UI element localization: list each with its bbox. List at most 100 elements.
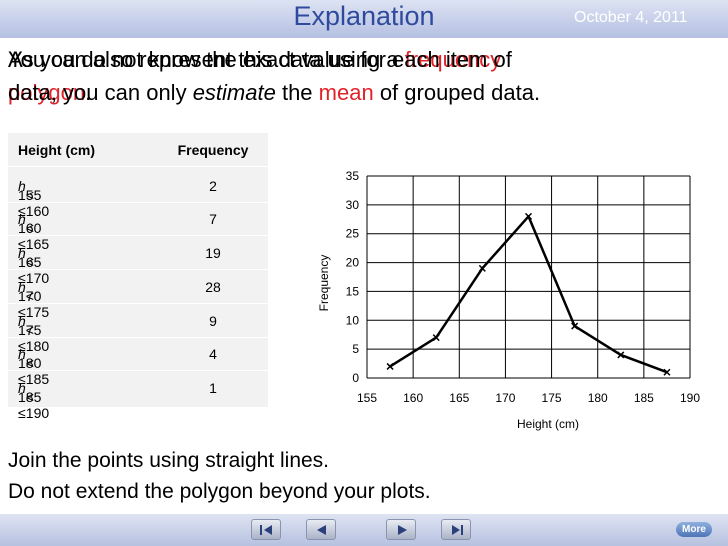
- overlay-text-b2c: of grouped data.: [373, 80, 541, 105]
- class-upper: < 175: [25, 288, 50, 320]
- x-tick-label: 180: [588, 391, 608, 405]
- frequency-value: 28: [205, 279, 221, 295]
- data-point-marker: [617, 351, 625, 359]
- class-interval: 185 ≤ h < 190: [18, 380, 49, 421]
- class-upper: < 160: [25, 187, 50, 219]
- class-var: h: [18, 313, 26, 329]
- skip-forward-icon: [452, 525, 463, 535]
- overlay-text-a1: You can also represent this data using a: [8, 47, 405, 72]
- y-tick-label: 15: [346, 284, 360, 298]
- class-var: h: [18, 245, 26, 261]
- data-point-marker: [478, 264, 486, 272]
- class-lower: 160 ≤: [18, 220, 42, 252]
- class-interval: 160 ≤ h < 165: [18, 211, 49, 252]
- table-row: 175 ≤ h < 180 9: [8, 304, 268, 354]
- overlay-text-b2a: data, you can only: [8, 80, 193, 105]
- y-tick-label: 20: [346, 256, 360, 270]
- overlay-text-line-2: polygon.: [8, 79, 91, 106]
- y-tick-label: 35: [346, 169, 360, 183]
- data-point-marker: [432, 334, 440, 342]
- instruction-line-2: Do not extend the polygon beyond your pl…: [8, 480, 431, 503]
- overlay-text-a1-red: frequency: [404, 47, 502, 72]
- overlay-text-b2b: the: [275, 80, 319, 105]
- title-bar: [0, 0, 728, 38]
- arrow-right-icon: [398, 525, 407, 535]
- y-tick-label: 25: [346, 227, 360, 241]
- frequency-table: Height (cm) Frequency 155 ≤ h < 160 2 16…: [8, 133, 268, 421]
- y-tick-label: 30: [346, 198, 360, 212]
- x-tick-label: 155: [357, 391, 377, 405]
- y-tick-label: 5: [352, 342, 359, 356]
- chart-series: [386, 212, 671, 376]
- next-slide-button[interactable]: [386, 519, 416, 540]
- y-axis-label: Frequency: [317, 255, 331, 312]
- class-lower: 170 ≤: [18, 288, 42, 320]
- more-button[interactable]: More: [676, 522, 712, 537]
- table-row: 165 ≤ h < 170 19: [8, 236, 268, 286]
- class-upper: < 190: [25, 389, 50, 421]
- previous-slide-button[interactable]: [306, 519, 336, 540]
- class-upper: < 180: [25, 322, 50, 354]
- overlay-text-line-2b: data, you can only estimate the mean of …: [8, 79, 540, 106]
- data-point-marker: [524, 212, 533, 220]
- class-upper: < 170: [25, 254, 50, 286]
- table-header-row: Height (cm) Frequency: [8, 133, 268, 167]
- skip-back-icon: [260, 525, 272, 535]
- overlay-text-b2-red: mean: [318, 80, 374, 105]
- table-row: 155 ≤ h < 160 2: [8, 169, 268, 219]
- class-upper: < 165: [25, 220, 50, 252]
- header-height: Height (cm): [18, 142, 95, 158]
- navigation-bar: [0, 514, 728, 546]
- data-point-marker: [571, 322, 579, 330]
- class-lower: 185 ≤: [18, 389, 42, 421]
- class-var: h: [18, 178, 26, 194]
- table-row: 170 ≤ h < 175 28: [8, 270, 268, 320]
- x-tick-label: 160: [403, 391, 423, 405]
- class-var: h: [18, 279, 26, 295]
- class-interval: 170 ≤ h < 175: [18, 279, 49, 320]
- class-interval: 175 ≤ h < 180: [18, 313, 49, 354]
- overlay-text-a2-red: polygon: [8, 80, 86, 105]
- instruction-line-1: Join the points using straight lines.: [8, 449, 330, 472]
- class-var: h: [18, 346, 26, 362]
- overlay-text-line-1: You can also represent this data using a…: [8, 46, 501, 73]
- first-slide-button[interactable]: [251, 519, 281, 540]
- class-var: h: [18, 380, 26, 396]
- overlay-text-b1: As you do not know the exact value for e…: [8, 47, 512, 72]
- data-point-marker: [386, 362, 394, 370]
- slide-title: Explanation: [293, 1, 435, 31]
- class-interval: 155 ≤ h < 160: [18, 178, 49, 219]
- frequency-value: 19: [205, 245, 221, 261]
- overlay-text-b2-em: estimate: [192, 80, 276, 105]
- frequency-value: 1: [209, 380, 217, 396]
- overlay-text-line-1b: As you do not know the exact value for e…: [8, 46, 512, 73]
- frequency-value: 2: [209, 178, 217, 194]
- table-row: 180 ≤ h < 185 4: [8, 337, 268, 387]
- y-tick-label: 0: [352, 371, 359, 385]
- chart-ticks: 0 5 10 15 20 25 30 35 155 160 165 170 175 180 185 190: [346, 169, 701, 405]
- class-lower: 165 ≤: [18, 254, 42, 286]
- arrow-left-icon: [317, 525, 326, 535]
- x-tick-label: 170: [495, 391, 515, 405]
- frequency-value: 4: [209, 346, 217, 362]
- frequency-value: 7: [209, 211, 217, 227]
- overlay-text-a2: .: [85, 80, 92, 105]
- table-row: 160 ≤ h < 165 7: [8, 202, 268, 252]
- data-point-marker: [663, 368, 671, 376]
- class-lower: 175 ≤: [18, 322, 42, 354]
- class-lower: 155 ≤: [18, 187, 42, 219]
- y-tick-label: 10: [346, 313, 360, 327]
- last-slide-button[interactable]: [441, 519, 471, 540]
- table-row: 185 ≤ h < 190 1: [8, 371, 268, 421]
- chart-grid: [366, 175, 691, 379]
- class-upper: < 185: [25, 355, 50, 387]
- header-frequency: Frequency: [177, 142, 249, 158]
- x-axis-label: Height (cm): [517, 417, 579, 431]
- x-tick-label: 175: [542, 391, 562, 405]
- class-interval: 180 ≤ h < 185: [18, 346, 49, 387]
- frequency-value: 9: [209, 313, 217, 329]
- x-tick-label: 165: [449, 391, 469, 405]
- x-tick-label: 190: [680, 391, 700, 405]
- class-var: h: [18, 211, 26, 227]
